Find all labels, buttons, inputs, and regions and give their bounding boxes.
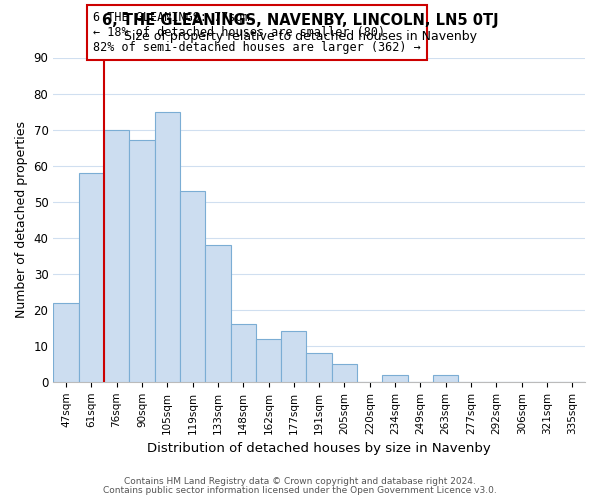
Bar bbox=[433, 374, 458, 382]
Bar bbox=[79, 173, 104, 382]
Text: Size of property relative to detached houses in Navenby: Size of property relative to detached ho… bbox=[124, 30, 476, 43]
Text: Contains HM Land Registry data © Crown copyright and database right 2024.: Contains HM Land Registry data © Crown c… bbox=[124, 477, 476, 486]
Bar bbox=[230, 324, 256, 382]
Bar bbox=[180, 191, 205, 382]
Text: 6, THE GLEANINGS, NAVENBY, LINCOLN, LN5 0TJ: 6, THE GLEANINGS, NAVENBY, LINCOLN, LN5 … bbox=[101, 12, 499, 28]
X-axis label: Distribution of detached houses by size in Navenby: Distribution of detached houses by size … bbox=[147, 442, 491, 455]
Bar bbox=[256, 338, 281, 382]
Y-axis label: Number of detached properties: Number of detached properties bbox=[15, 121, 28, 318]
Bar bbox=[307, 353, 332, 382]
Bar bbox=[281, 332, 307, 382]
Text: 6 THE GLEANINGS: 77sqm
← 18% of detached houses are smaller (80)
82% of semi-det: 6 THE GLEANINGS: 77sqm ← 18% of detached… bbox=[93, 12, 421, 54]
Bar bbox=[155, 112, 180, 382]
Bar bbox=[53, 302, 79, 382]
Bar bbox=[205, 245, 230, 382]
Bar bbox=[104, 130, 129, 382]
Bar bbox=[129, 140, 155, 382]
Text: Contains public sector information licensed under the Open Government Licence v3: Contains public sector information licen… bbox=[103, 486, 497, 495]
Bar bbox=[332, 364, 357, 382]
Bar bbox=[382, 374, 408, 382]
